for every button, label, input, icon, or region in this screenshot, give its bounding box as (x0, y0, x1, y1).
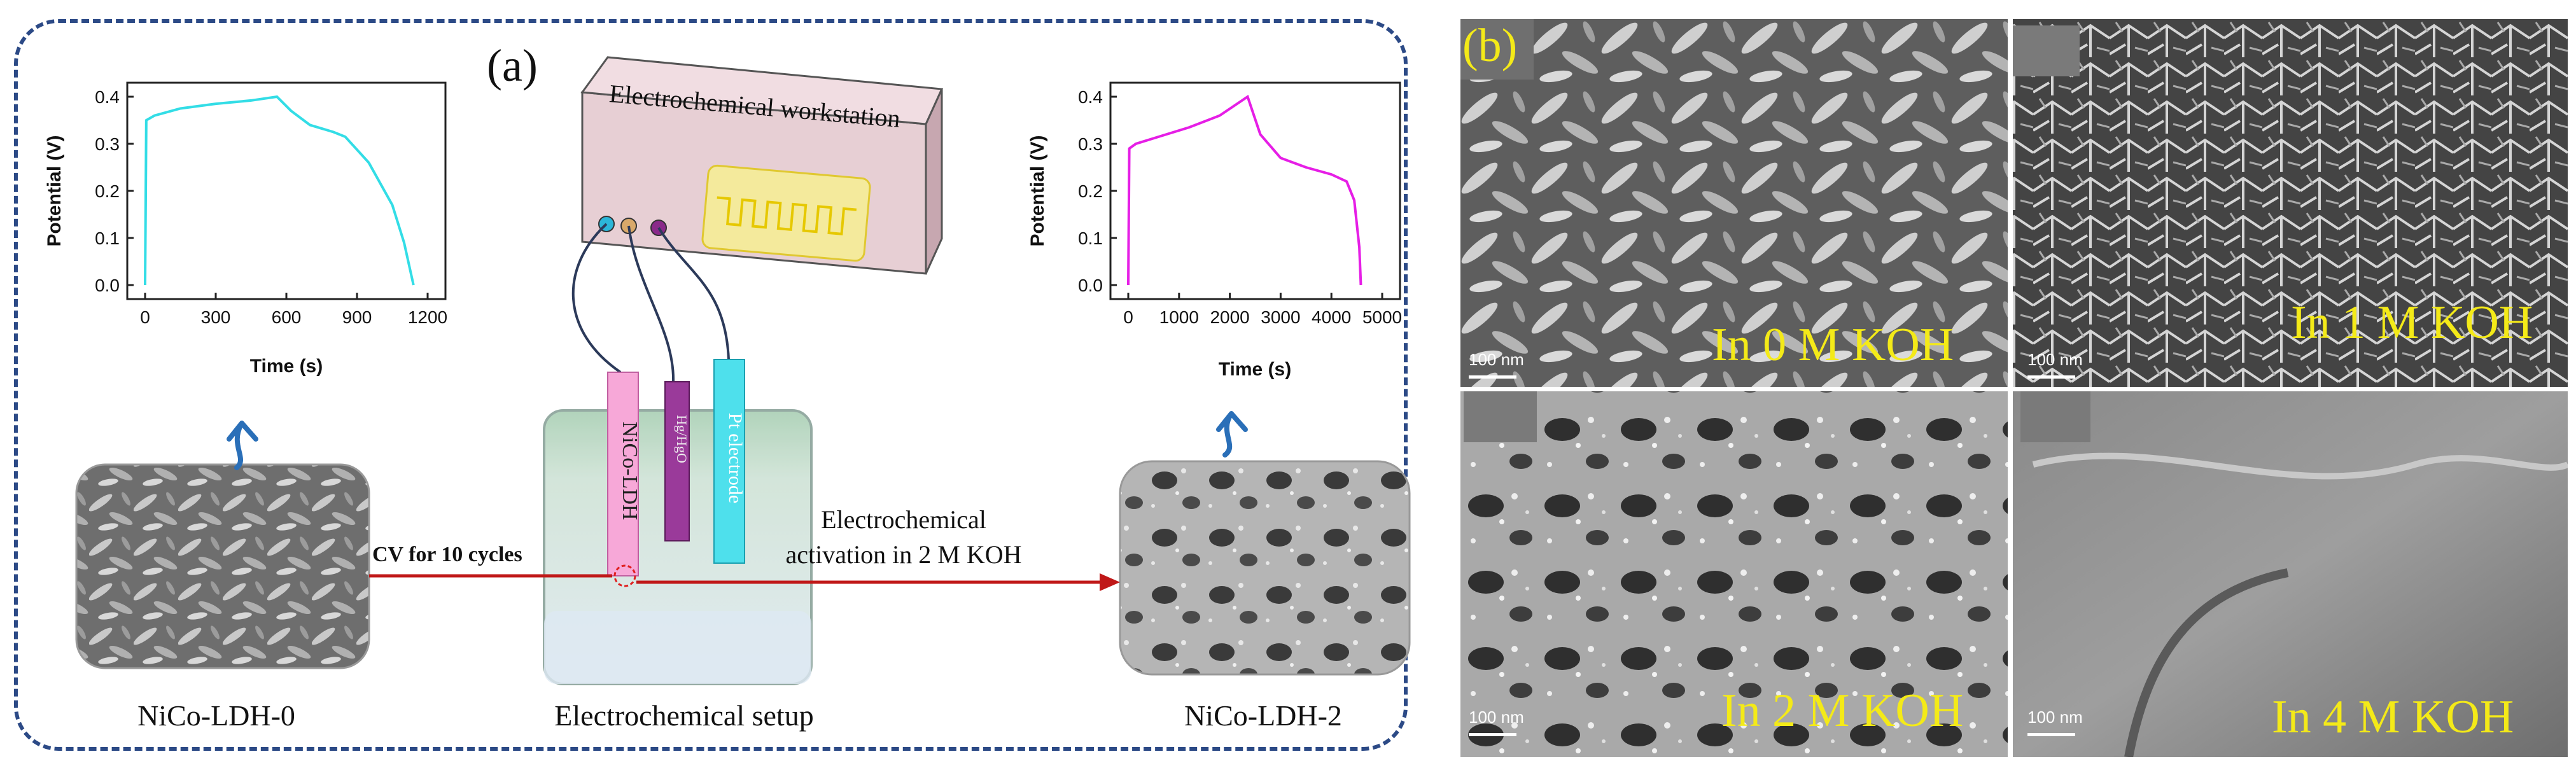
electrode-hg-hgo (664, 381, 690, 541)
sem-image-2m (1460, 391, 2008, 757)
setup-diagram: Electrochemical workstation NiCo-LDH Hg/… (75, 56, 1411, 732)
chart-left-xtick-label: 1200 (408, 307, 447, 327)
gray-box-2m (1464, 391, 1537, 442)
wire-reference (627, 225, 675, 382)
arrow-cv-label: CV for 10 cycles (372, 543, 522, 566)
panel-b-label: (b) (1462, 20, 1518, 72)
panel-b-sem-grid (1460, 19, 2568, 757)
sem-4m-crease (2124, 568, 2289, 757)
scale-bar-4m (2027, 733, 2075, 736)
chart-left-xlabel: Time (s) (250, 356, 323, 377)
chart-left-ytick-label: 0.0 (95, 276, 120, 295)
gray-box-1m (2013, 25, 2080, 76)
scale-bar-2m (1469, 733, 1516, 736)
sem-inset-nico-ldh-2 (1119, 460, 1411, 676)
sample-highlight-circle (613, 564, 636, 587)
chart-left-ytick-label: 0.3 (95, 134, 120, 154)
chart-right-series-line (1127, 94, 1362, 286)
chart-left-ytick-label: 0.2 (95, 181, 120, 201)
chart-right-xtick-label: 3000 (1261, 307, 1300, 327)
chart-right-ytick-label: 0.3 (1078, 134, 1103, 154)
sem-label-0m: In 0 M KOH (1712, 319, 1954, 371)
chart-right-ytick-label: 0.4 (1078, 87, 1103, 107)
chart-right-xtick-label: 1000 (1159, 307, 1199, 327)
chart-left-xtick-label: 900 (342, 307, 372, 327)
panel-b-label-box (1460, 19, 1534, 80)
scale-label-0m: 100 nm (1469, 350, 1524, 369)
wire-counter (657, 227, 730, 360)
gray-box-4m (2020, 391, 2090, 442)
electrode-pt-label: Pt electrode (725, 413, 746, 503)
caption-nico-ldh-0: NiCo-LDH-0 (137, 699, 295, 732)
sem-label-1m: In 1 M KOH (2291, 297, 2533, 349)
workstation-side (925, 88, 943, 274)
up-arrow-icon-right (1216, 411, 1248, 457)
chart-right-ytick-label: 0.0 (1078, 276, 1103, 295)
chart-right-xtick-label: 0 (1123, 307, 1133, 327)
scale-bar-0m (1469, 375, 1516, 379)
square-wave-icon (717, 196, 857, 235)
chart-left-ytick-label: 0.4 (95, 87, 120, 107)
electrode-nico-label: NiCo-LDH (618, 422, 641, 520)
panel-a-label: (a) (487, 40, 538, 91)
sem-image-0m (1460, 19, 2008, 387)
chart-right-ytick-label: 0.1 (1078, 228, 1103, 248)
electrode-hg-label: Hg/HgO (674, 415, 690, 463)
chart-right-ytick-label: 0.2 (1078, 181, 1103, 201)
chart-left-ytick-label: 0.1 (95, 228, 120, 248)
sem-inset-nico-ldh-0 (75, 463, 370, 669)
scale-label-1m: 100 nm (2027, 350, 2083, 369)
sem-4m-ridge (2032, 452, 2568, 480)
chart-right-xlabel: Time (s) (1219, 359, 1291, 380)
caption-nico-ldh-2: NiCo-LDH-2 (1184, 699, 1342, 732)
wire-working (571, 223, 622, 374)
gcd-chart-left: 0.0 0.1 0.2 0.3 0.4 0 300 600 900 1200 Potential… (44, 81, 447, 377)
chart-left-xtick-label: 300 (201, 307, 231, 327)
cell-bottom (544, 611, 811, 684)
electrode-pt (713, 359, 745, 564)
chart-right-xtick-label: 2000 (1210, 307, 1249, 327)
sem-image-4m (2013, 391, 2568, 757)
scale-bar-1m (2027, 375, 2075, 379)
chart-right-ylabel: Potential (V) (1027, 135, 1048, 246)
sem-label-2m: In 2 M KOH (1721, 685, 1964, 737)
arrowhead-activation (1100, 573, 1120, 591)
arrow-activation-label-1: Electrochemical (821, 505, 986, 534)
arrow-activation-label-2: activation in 2 M KOH (785, 540, 1021, 569)
chart-left-ylabel: Potential (V) (44, 135, 65, 246)
up-arrow-icon-left (227, 421, 258, 470)
caption-electrochemical-setup: Electrochemical setup (554, 699, 813, 732)
scale-label-2m: 100 nm (1469, 708, 1524, 727)
scale-label-4m: 100 nm (2027, 708, 2083, 727)
chart-right-xtick-label: 5000 (1362, 307, 1402, 327)
chart-left-xtick-label: 600 (272, 307, 302, 327)
sem-label-4m: In 4 M KOH (2272, 691, 2514, 743)
workstation-display (701, 164, 871, 262)
gcd-chart-right: 0.0 0.1 0.2 0.3 0.4 0 1000 2000 3000 4000 5000 Po… (1027, 81, 1402, 380)
chart-left-xtick-label: 0 (140, 307, 150, 327)
electrode-nico-ldh (607, 372, 639, 576)
chart-right-xtick-label: 4000 (1312, 307, 1351, 327)
sem-image-1m (2013, 19, 2568, 387)
chart-left-series-line (144, 95, 415, 286)
panel-a-frame (14, 19, 1408, 751)
